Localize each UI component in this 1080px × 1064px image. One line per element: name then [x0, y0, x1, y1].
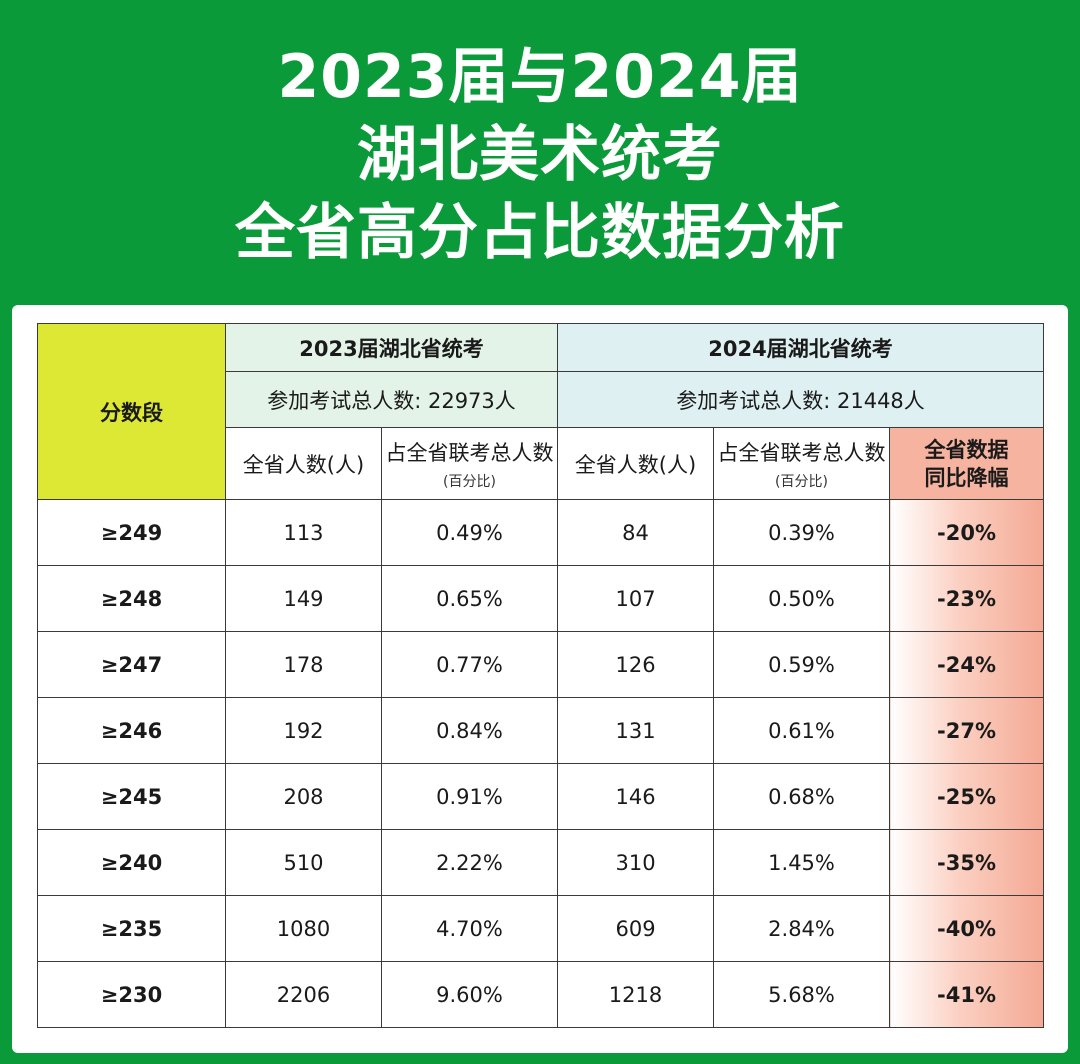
table-row: ≥247 178 0.77% 126 0.59% -24%	[37, 631, 1045, 698]
segment-header: 分数段	[37, 323, 226, 500]
drop-cell: -23%	[889, 565, 1045, 632]
count-2024-cell: 84	[557, 499, 715, 566]
count-2023-cell: 192	[225, 697, 382, 764]
count-2023-cell: 113	[225, 499, 382, 566]
pct-2023-cell: 0.91%	[380, 763, 559, 830]
year2024-pct-header-sub: (百分比)	[775, 473, 828, 490]
pct-2023-cell: 0.84%	[380, 697, 559, 764]
count-2024-cell: 126	[557, 631, 715, 698]
title-block: 2023届与2024届 湖北美术统考 全省高分占比数据分析	[0, 38, 1080, 272]
pct-2023-cell: 9.60%	[380, 961, 559, 1028]
segment-cell: ≥249	[37, 499, 226, 566]
drop-header-line2: 同比降幅	[924, 465, 1009, 490]
pct-2023-cell: 4.70%	[380, 895, 559, 962]
pct-2023-cell: 0.65%	[380, 565, 559, 632]
year2023-pct-header-label: 占全省联考总人数	[385, 440, 554, 465]
pct-2023-cell: 2.22%	[380, 829, 559, 896]
pct-2024-cell: 0.39%	[713, 499, 891, 566]
drop-cell: -24%	[889, 631, 1045, 698]
count-2023-cell: 149	[225, 565, 382, 632]
segment-cell: ≥245	[37, 763, 226, 830]
year2023-header: 2023届湖北省统考	[224, 323, 559, 372]
drop-cell: -20%	[889, 499, 1045, 566]
drop-cell: -25%	[889, 763, 1045, 830]
count-2023-cell: 178	[225, 631, 382, 698]
count-2023-cell: 510	[225, 829, 382, 896]
count-2024-cell: 107	[557, 565, 715, 632]
pct-2024-cell: 2.84%	[713, 895, 891, 962]
count-2023-cell: 2206	[225, 961, 382, 1028]
table-row: ≥249 113 0.49% 84 0.39% -20%	[37, 499, 1045, 566]
drop-header: 全省数据 同比降幅	[889, 427, 1045, 500]
year2024-header: 2024届湖北省统考	[557, 323, 1045, 372]
year2023-total: 参加考试总人数: 22973人	[224, 371, 559, 428]
table-row: ≥240 510 2.22% 310 1.45% -35%	[37, 829, 1045, 896]
drop-cell: -27%	[889, 697, 1045, 764]
year2023-pct-header-sub: (百分比)	[443, 473, 496, 490]
title-line-3: 全省高分占比数据分析	[235, 198, 845, 268]
table-row: ≥230 2206 9.60% 1218 5.68% -41%	[37, 961, 1045, 1028]
year2024-pct-header-label: 占全省联考总人数	[717, 440, 886, 465]
count-2024-cell: 131	[557, 697, 715, 764]
count-2023-cell: 1080	[225, 895, 382, 962]
title-line-2: 湖北美术统考	[357, 120, 723, 190]
count-2024-cell: 310	[557, 829, 715, 896]
pct-2024-cell: 0.68%	[713, 763, 891, 830]
segment-cell: ≥248	[37, 565, 226, 632]
year2023-pct-header: 占全省联考总人数 (百分比)	[380, 427, 559, 500]
year2024-pct-header: 占全省联考总人数 (百分比)	[713, 427, 891, 500]
pct-2023-cell: 0.77%	[380, 631, 559, 698]
table-row: ≥245 208 0.91% 146 0.68% -25%	[37, 763, 1045, 830]
table-card: 分数段 2023届湖北省统考 2024届湖北省统考 参加考试总人数: 22973…	[12, 305, 1068, 1053]
segment-cell: ≥246	[37, 697, 226, 764]
year2024-total: 参加考试总人数: 21448人	[557, 371, 1045, 428]
pct-2024-cell: 0.50%	[713, 565, 891, 632]
drop-cell: -35%	[889, 829, 1045, 896]
segment-cell: ≥230	[37, 961, 226, 1028]
title-line-1: 2023届与2024届	[277, 42, 803, 112]
table-row: ≥246 192 0.84% 131 0.61% -27%	[37, 697, 1045, 764]
drop-cell: -40%	[889, 895, 1045, 962]
pct-2024-cell: 0.59%	[713, 631, 891, 698]
count-2024-cell: 1218	[557, 961, 715, 1028]
segment-cell: ≥235	[37, 895, 226, 962]
count-2024-cell: 609	[557, 895, 715, 962]
score-table: 分数段 2023届湖北省统考 2024届湖北省统考 参加考试总人数: 22973…	[37, 323, 1045, 1028]
year2024-count-header: 全省人数(人)	[557, 427, 715, 500]
segment-cell: ≥240	[37, 829, 226, 896]
count-2024-cell: 146	[557, 763, 715, 830]
pct-2024-cell: 1.45%	[713, 829, 891, 896]
pct-2023-cell: 0.49%	[380, 499, 559, 566]
drop-header-line1: 全省数据	[924, 437, 1009, 462]
count-2023-cell: 208	[225, 763, 382, 830]
table-row: ≥248 149 0.65% 107 0.50% -23%	[37, 565, 1045, 632]
year2023-count-header: 全省人数(人)	[225, 427, 382, 500]
table-row: ≥235 1080 4.70% 609 2.84% -40%	[37, 895, 1045, 962]
pct-2024-cell: 0.61%	[713, 697, 891, 764]
segment-cell: ≥247	[37, 631, 226, 698]
pct-2024-cell: 5.68%	[713, 961, 891, 1028]
drop-cell: -41%	[889, 961, 1045, 1028]
